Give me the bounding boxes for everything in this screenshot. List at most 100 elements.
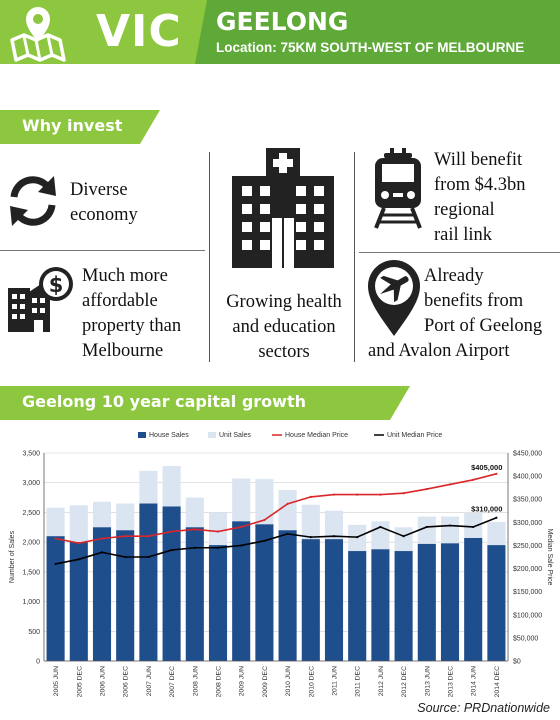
legend-label-unit-sales: Unit Sales [219, 432, 251, 439]
unit-sales-bar [278, 489, 297, 531]
unit-median-price-line-point [240, 544, 243, 547]
x-tick-label: 2013 JUN [424, 666, 431, 696]
benefit-line: regional [434, 200, 495, 220]
divider-right-h [359, 252, 560, 253]
header-right-panel [195, 0, 560, 64]
house-median-price-line-point [77, 542, 80, 545]
divider-left-h [0, 250, 205, 251]
house-median-price-line-point [263, 518, 266, 522]
unit-sales-bar [208, 512, 228, 546]
x-tick-label: 2006 DEC [123, 666, 130, 697]
unit-sales-bar [487, 521, 506, 546]
x-tick-label: 2012 JUN [378, 666, 385, 696]
house-median-price-line-point [472, 478, 475, 481]
benefit-line: Growing health [226, 292, 342, 312]
unit-sales-bar [371, 521, 390, 550]
house-median-price-line-point [216, 530, 220, 533]
divider-right [354, 152, 355, 362]
y-tick-label: 3,500 [22, 451, 40, 458]
y-tick-label: 0 [36, 659, 40, 666]
x-tick-label: 2008 DEC [216, 666, 223, 697]
benefit-line: benefits from [424, 291, 524, 311]
map-pin-icon [10, 7, 66, 62]
why-invest-bar: Why invest [0, 110, 160, 144]
benefit-rail-link: Will benefit from $4.3bn regional rail l… [434, 148, 525, 248]
house-sales-bar [46, 536, 65, 661]
y-tick-label: 2,000 [22, 540, 40, 547]
unit-sales-bar [394, 527, 413, 552]
benefit-line: Melbourne [82, 341, 164, 361]
unit-sales-bar [92, 501, 112, 528]
x-tick-label: 2013 DEC [448, 666, 455, 697]
unit-median-price-line-point [379, 525, 382, 529]
house-sales-bar [92, 527, 112, 661]
house-sales-bar [208, 545, 228, 661]
unit-median-price-line-point [286, 532, 289, 535]
unit-median-price-line-point [147, 555, 150, 559]
house-sales-bar [162, 506, 181, 661]
house-sales-bar [394, 551, 413, 661]
benefit-line: affordable [82, 291, 158, 311]
x-tick-label: 2014 JUN [471, 666, 478, 696]
unit-sales-bar [46, 507, 65, 537]
house-median-price-line-point [54, 537, 57, 540]
house-median-price-line-point [170, 530, 173, 533]
y-tick-label: 1,500 [22, 569, 40, 576]
benefit-health-education: Growing health and education sectors [216, 290, 352, 365]
house-sales-bar [417, 543, 436, 661]
unit-median-price-line-point [77, 558, 80, 561]
unit-median-price-line [55, 516, 497, 565]
unit-median-price-line-point [309, 536, 312, 539]
train-icon [374, 148, 422, 229]
unit-median-price-line-point [425, 525, 428, 529]
y-tick-label: 1,000 [22, 599, 40, 606]
cycle-arrows-icon [10, 176, 56, 226]
house-median-price-line-point [379, 493, 382, 496]
x-tick-label: 2014 DEC [494, 666, 501, 697]
benefit-line: Port of Geelong [424, 316, 543, 336]
house-median-price-line-point [495, 472, 498, 475]
y2-tick-label: $400,000 [513, 474, 542, 481]
benefit-line: from $4.3bn [434, 175, 526, 195]
benefit-line: economy [70, 205, 138, 225]
unit-median-price-line-point [472, 525, 475, 529]
unit-median-price-line-point [332, 535, 336, 538]
unit-median-price-line-point [495, 516, 498, 519]
benefit-line: Already [424, 266, 484, 286]
hospital-icon [232, 148, 334, 268]
y2-tick-label: $450,000 [513, 451, 542, 458]
house-sales-bar [139, 503, 158, 661]
unit-sales-bar [232, 478, 251, 522]
legend-swatch-unit-sales [208, 432, 216, 438]
house-median-price-line-point [332, 493, 336, 496]
y-tick-label: 2,500 [22, 510, 40, 517]
house-median-price-line-point [448, 483, 452, 486]
y2-tick-label: $50,000 [513, 635, 538, 642]
unit-price-annotation: $310,000 [471, 505, 502, 514]
y-axis-label: Number of Sales [9, 530, 16, 583]
unit-median-price-line-point [193, 546, 196, 549]
airplane-pin-icon [368, 260, 420, 336]
legend-label-unit-price: Unit Median Price [387, 432, 442, 439]
unit-sales-bar [417, 516, 436, 544]
x-tick-label: 2006 JUN [100, 666, 107, 696]
house-median-price-line-point [240, 525, 243, 529]
house-sales-bar [232, 521, 251, 661]
unit-sales-bar [440, 516, 460, 544]
house-median-price-line-point [100, 537, 104, 540]
x-tick-label: 2008 JUN [192, 666, 199, 696]
benefit-affordable-property: Much more affordable property than Melbo… [82, 264, 181, 364]
y2-tick-label: $150,000 [513, 589, 542, 596]
unit-median-price-line-point [54, 562, 57, 566]
x-tick-label: 2011 DEC [355, 666, 362, 697]
house-sales-bar [371, 549, 390, 661]
house-median-price-line-point [309, 495, 312, 499]
unit-sales-bar [69, 505, 88, 543]
unit-median-price-line-point [356, 536, 359, 539]
x-tick-label: 2005 JUN [53, 666, 60, 696]
unit-median-price-line-point [124, 555, 127, 559]
benefit-line: rail link [434, 225, 493, 245]
capital-growth-chart: 0 500 1,000 1,500 2,000 2,500 3,000 3,500 $0 $50,… [9, 432, 553, 697]
house-median-price-line-point [147, 535, 150, 538]
house-sales-bar [301, 539, 320, 661]
